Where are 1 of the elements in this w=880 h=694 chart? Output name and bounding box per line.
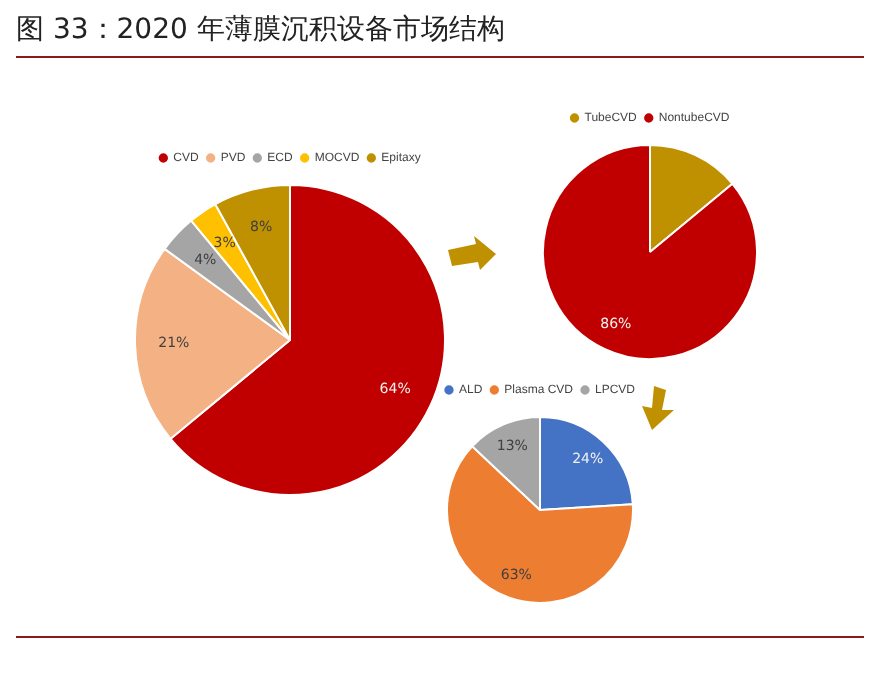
chart-title: 图 33：2020 年薄膜沉积设备市场结构	[16, 8, 864, 58]
